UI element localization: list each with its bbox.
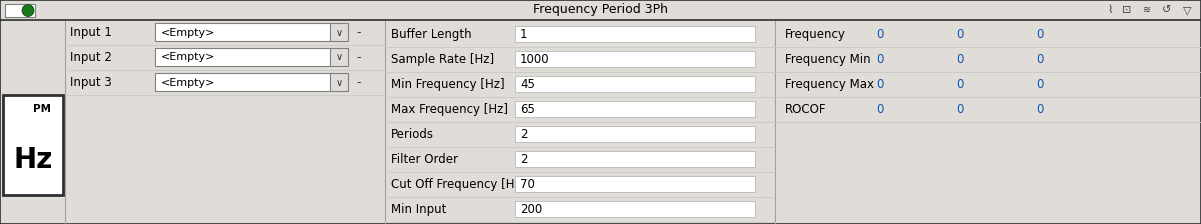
Bar <box>515 101 755 118</box>
Bar <box>2 95 62 195</box>
Text: Frequency: Frequency <box>785 28 846 41</box>
Text: 0: 0 <box>1036 78 1044 91</box>
Text: ∨: ∨ <box>335 28 342 37</box>
Bar <box>515 52 755 67</box>
Text: Input 3: Input 3 <box>70 76 112 89</box>
Bar <box>155 24 330 41</box>
Bar <box>330 73 348 91</box>
Bar <box>155 73 330 91</box>
Text: Max Frequency [Hz]: Max Frequency [Hz] <box>392 103 508 116</box>
Text: 0: 0 <box>877 103 884 116</box>
Text: -: - <box>355 26 360 39</box>
Text: Frequency Period 3Ph: Frequency Period 3Ph <box>533 4 668 17</box>
Text: 2: 2 <box>520 128 527 141</box>
Text: 200: 200 <box>520 203 542 216</box>
Text: Min Frequency [Hz]: Min Frequency [Hz] <box>392 78 504 91</box>
Ellipse shape <box>22 4 34 17</box>
Text: 0: 0 <box>956 53 963 66</box>
Text: 0: 0 <box>1036 103 1044 116</box>
Bar <box>515 202 755 218</box>
Text: <Empty>: <Empty> <box>161 78 215 88</box>
Text: 0: 0 <box>956 28 963 41</box>
Text: 0: 0 <box>956 103 963 116</box>
Text: Frequency Max: Frequency Max <box>785 78 874 91</box>
Text: Sample Rate [Hz]: Sample Rate [Hz] <box>392 53 494 66</box>
Bar <box>515 127 755 142</box>
Text: Input 1: Input 1 <box>70 26 112 39</box>
Text: ∨: ∨ <box>335 52 342 62</box>
Text: Periods: Periods <box>392 128 434 141</box>
Text: ⊡: ⊡ <box>1122 5 1131 15</box>
Bar <box>515 77 755 93</box>
Text: -: - <box>355 76 360 89</box>
Text: 0: 0 <box>1036 53 1044 66</box>
Text: 0: 0 <box>956 78 963 91</box>
Text: 0: 0 <box>1036 28 1044 41</box>
Bar <box>330 49 348 67</box>
Text: Hz: Hz <box>13 146 53 174</box>
Text: 0: 0 <box>877 28 884 41</box>
Text: PM: PM <box>32 104 50 114</box>
Text: Input 2: Input 2 <box>70 51 112 64</box>
Text: ROCOF: ROCOF <box>785 103 826 116</box>
Text: 45: 45 <box>520 78 534 91</box>
Bar <box>5 4 35 17</box>
Text: 2: 2 <box>520 153 527 166</box>
Text: ≋: ≋ <box>1143 5 1151 15</box>
Text: 0: 0 <box>877 53 884 66</box>
Text: ↺: ↺ <box>1161 5 1171 15</box>
Bar <box>515 151 755 168</box>
Bar <box>515 177 755 192</box>
Text: 70: 70 <box>520 178 534 191</box>
Text: Cut Off Frequency [Hz]: Cut Off Frequency [Hz] <box>392 178 525 191</box>
Text: ∨: ∨ <box>335 78 342 88</box>
Text: 65: 65 <box>520 103 534 116</box>
Text: -: - <box>355 51 360 64</box>
Bar <box>515 26 755 43</box>
Text: Min Input: Min Input <box>392 203 447 216</box>
Text: <Empty>: <Empty> <box>161 52 215 62</box>
Text: Frequency Min: Frequency Min <box>785 53 871 66</box>
Text: ▽: ▽ <box>1183 5 1191 15</box>
Text: Buffer Length: Buffer Length <box>392 28 472 41</box>
Text: 0: 0 <box>877 78 884 91</box>
Bar <box>330 24 348 41</box>
Text: ⌇: ⌇ <box>1107 5 1113 15</box>
Bar <box>155 49 330 67</box>
Text: <Empty>: <Empty> <box>161 28 215 37</box>
Text: 1000: 1000 <box>520 53 550 66</box>
Text: Filter Order: Filter Order <box>392 153 458 166</box>
Text: 1: 1 <box>520 28 527 41</box>
